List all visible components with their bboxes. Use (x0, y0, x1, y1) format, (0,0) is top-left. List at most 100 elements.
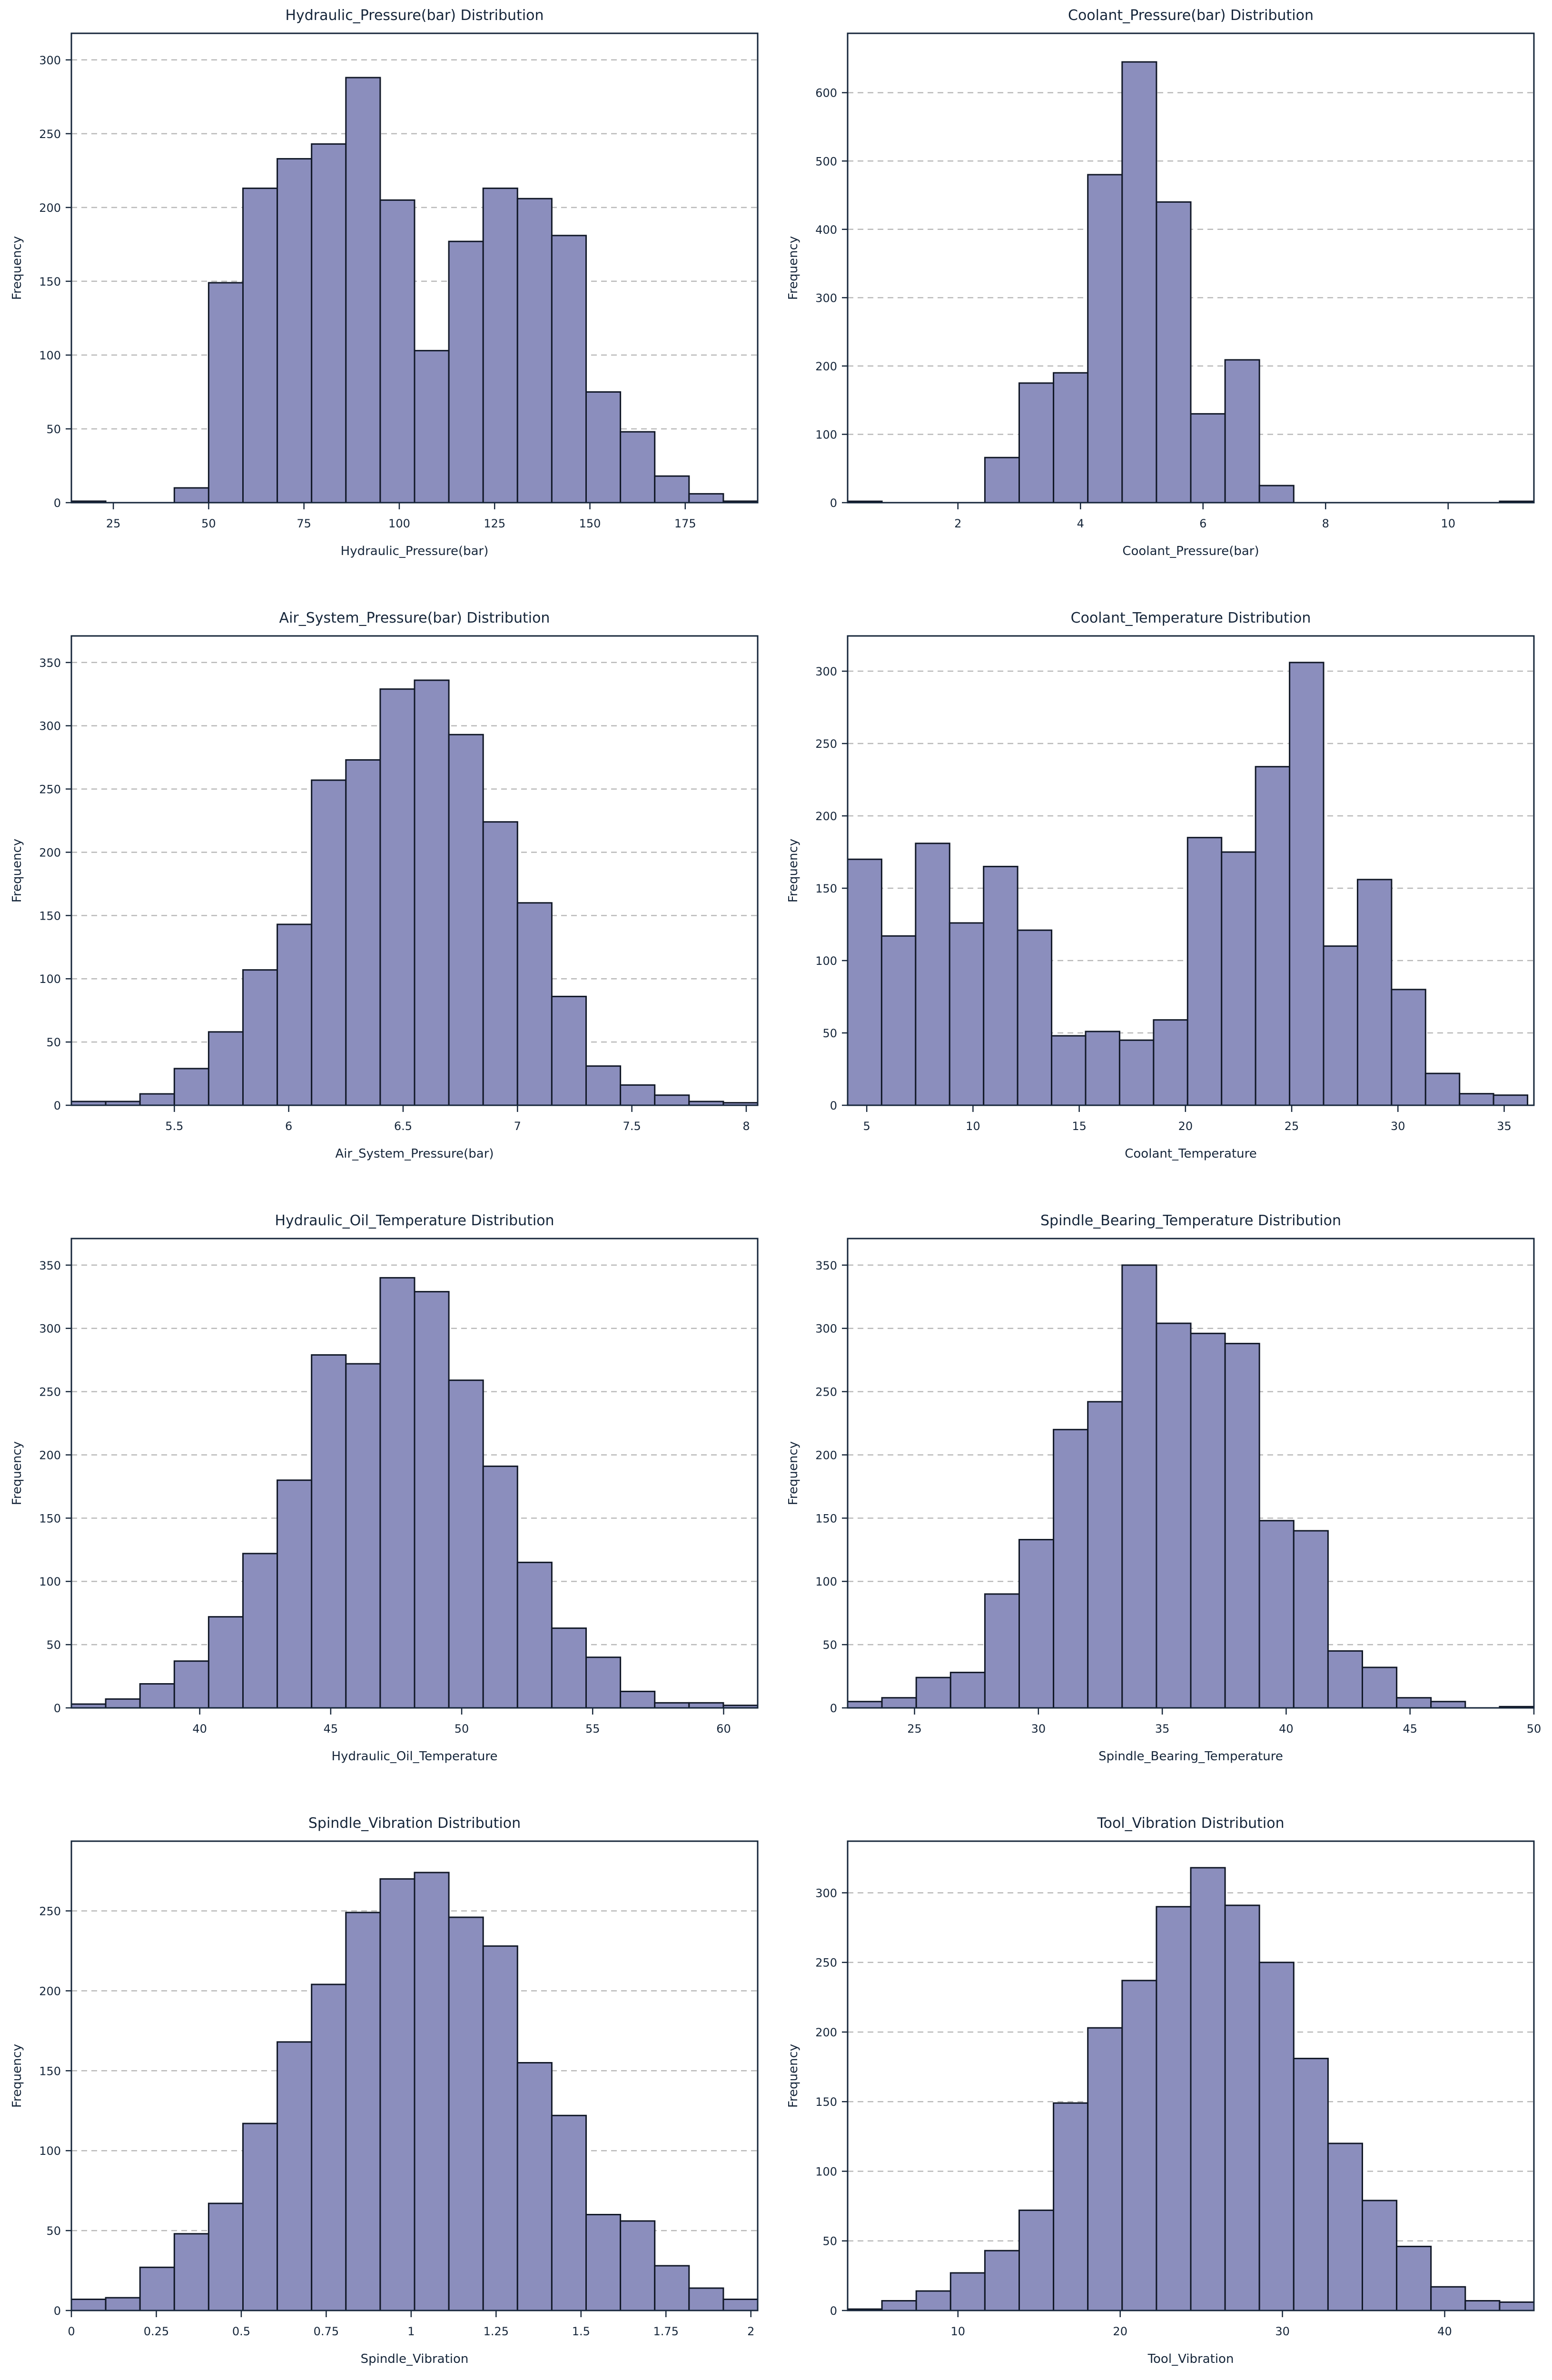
bars (847, 1867, 1535, 2311)
y-tick-label: 100 (39, 2144, 61, 2158)
histogram-bar (654, 2265, 690, 2311)
histogram-bar (654, 1702, 690, 1709)
x-tick-label: 125 (484, 517, 505, 530)
x-tick-label: 150 (579, 517, 601, 530)
histogram-bar (1121, 1264, 1157, 1709)
plot-frame (70, 1238, 759, 1709)
y-tick-label: 200 (39, 846, 61, 859)
histogram-bar (242, 1553, 278, 1709)
y-tick-label: 250 (39, 1904, 61, 1918)
x-tick-label: 0 (68, 2325, 75, 2338)
x-tick-label: 40 (1279, 1722, 1294, 1735)
histogram-bar (277, 2041, 313, 2311)
histogram-chart-1: Hydraulic_Pressure(bar) Distribution 0 50 1… (0, 0, 776, 603)
x-tick-label: 6 (1199, 517, 1206, 530)
x-axis-label: Spindle_Bearing_Temperature (1098, 1749, 1283, 1764)
bars (70, 77, 759, 504)
x-tick-label: 45 (1403, 1722, 1417, 1735)
y-tick-label: 0 (830, 496, 837, 510)
histogram-bar (1288, 662, 1325, 1106)
histogram-bar (1018, 2209, 1054, 2311)
x-tick-label: 8 (742, 1120, 750, 1133)
histogram-bar (847, 858, 882, 1106)
histogram-chart-3: Air_System_Pressure(bar) Distribution 0 50… (0, 603, 776, 1205)
y-tick-label: 300 (39, 720, 61, 733)
histogram-bar (1052, 1428, 1088, 1709)
histogram-bar (1224, 1343, 1260, 1709)
histogram-bar (1258, 485, 1295, 504)
histogram-bar (1018, 382, 1054, 504)
y-tick-label: 200 (815, 2026, 837, 2039)
histogram-bar (1293, 2058, 1329, 2311)
histogram-bar (516, 1561, 553, 1709)
x-tick-label: 100 (388, 517, 410, 530)
histogram-bar (984, 1593, 1020, 1709)
histogram-bar (1087, 1401, 1123, 1709)
histogram-bar (688, 2287, 724, 2311)
x-tick-label: 40 (192, 1722, 207, 1735)
histogram-bar (277, 923, 313, 1106)
x-axis-label: Air_System_Pressure(bar) (335, 1147, 494, 1161)
histogram-bar (482, 821, 518, 1106)
chart-title: Tool_Vibration Distribution (1097, 1815, 1284, 1832)
y-tick-label: 100 (815, 1575, 837, 1588)
histogram-bar (1258, 1962, 1295, 2311)
histogram-bar (1155, 1906, 1192, 2311)
histogram-chart-7: Spindle_Vibration Distribution 0 50 100 150 2… (0, 1808, 776, 2380)
histogram-bar (949, 1672, 986, 1709)
histogram-bar (551, 1627, 587, 1709)
y-axis-label: Frequency (786, 236, 801, 300)
x-axis-label: Coolant_Temperature (1125, 1147, 1257, 1161)
histogram-bar (1085, 1031, 1120, 1106)
y-tick-label: 50 (46, 1638, 61, 1652)
histogram-bar (139, 1093, 175, 1106)
histogram-bar (208, 1616, 244, 1709)
histogram-bar (345, 77, 381, 504)
x-tick-label: 0.5 (232, 2325, 250, 2338)
y-tick-label: 100 (815, 428, 837, 441)
histogram-bar (414, 350, 450, 504)
histogram-bar (914, 843, 950, 1106)
x-tick-label: 20 (1178, 1120, 1193, 1133)
bars (70, 679, 759, 1106)
plot-frame (847, 635, 1534, 1106)
histogram-bar (654, 1094, 690, 1106)
chart-title: Air_System_Pressure(bar) Distribution (279, 610, 550, 626)
histogram-bar (173, 2233, 209, 2311)
histogram-bar (70, 2298, 107, 2311)
plot-frame (70, 635, 759, 1106)
x-tick-label: 30 (1031, 1722, 1046, 1735)
histogram-bar (1018, 1539, 1054, 1709)
histogram-bar (345, 759, 381, 1106)
histogram-bar (1430, 2286, 1466, 2311)
x-tick-label: 35 (1497, 1120, 1512, 1133)
histogram-bar (482, 1945, 518, 2311)
histogram-bar (482, 1465, 518, 1709)
histogram-bar (516, 902, 553, 1106)
x-tick-label: 1 (407, 2325, 415, 2338)
x-tick-label: 10 (950, 2325, 965, 2338)
y-tick-label: 500 (815, 155, 837, 168)
y-tick-label: 200 (39, 1984, 61, 1998)
histogram-bar (1464, 2300, 1500, 2311)
y-tick-label: 0 (54, 2304, 61, 2318)
chart-title: Coolant_Pressure(bar) Distribution (1068, 7, 1314, 24)
histogram-bar (620, 2220, 656, 2311)
histogram-bar (1190, 1332, 1226, 1709)
x-tick-label: 7.5 (623, 1120, 641, 1133)
y-tick-label: 200 (815, 360, 837, 373)
chart-title: Hydraulic_Oil_Temperature Distribution (275, 1212, 554, 1229)
plot-frame (847, 32, 1534, 504)
histogram-bar (482, 188, 518, 504)
histogram-bar (654, 475, 690, 504)
x-tick-label: 20 (1113, 2325, 1127, 2338)
histogram-bar (1190, 1867, 1226, 2311)
histogram-bar (1220, 851, 1256, 1106)
histogram-bar (1327, 2142, 1363, 2311)
x-tick-label: 50 (455, 1722, 469, 1735)
histogram-bar (242, 969, 278, 1106)
y-tick-label: 0 (54, 496, 61, 510)
y-axis-label: Frequency (786, 839, 801, 902)
chart-title: Spindle_Vibration Distribution (308, 1815, 521, 1832)
y-tick-label: 50 (822, 1638, 837, 1652)
